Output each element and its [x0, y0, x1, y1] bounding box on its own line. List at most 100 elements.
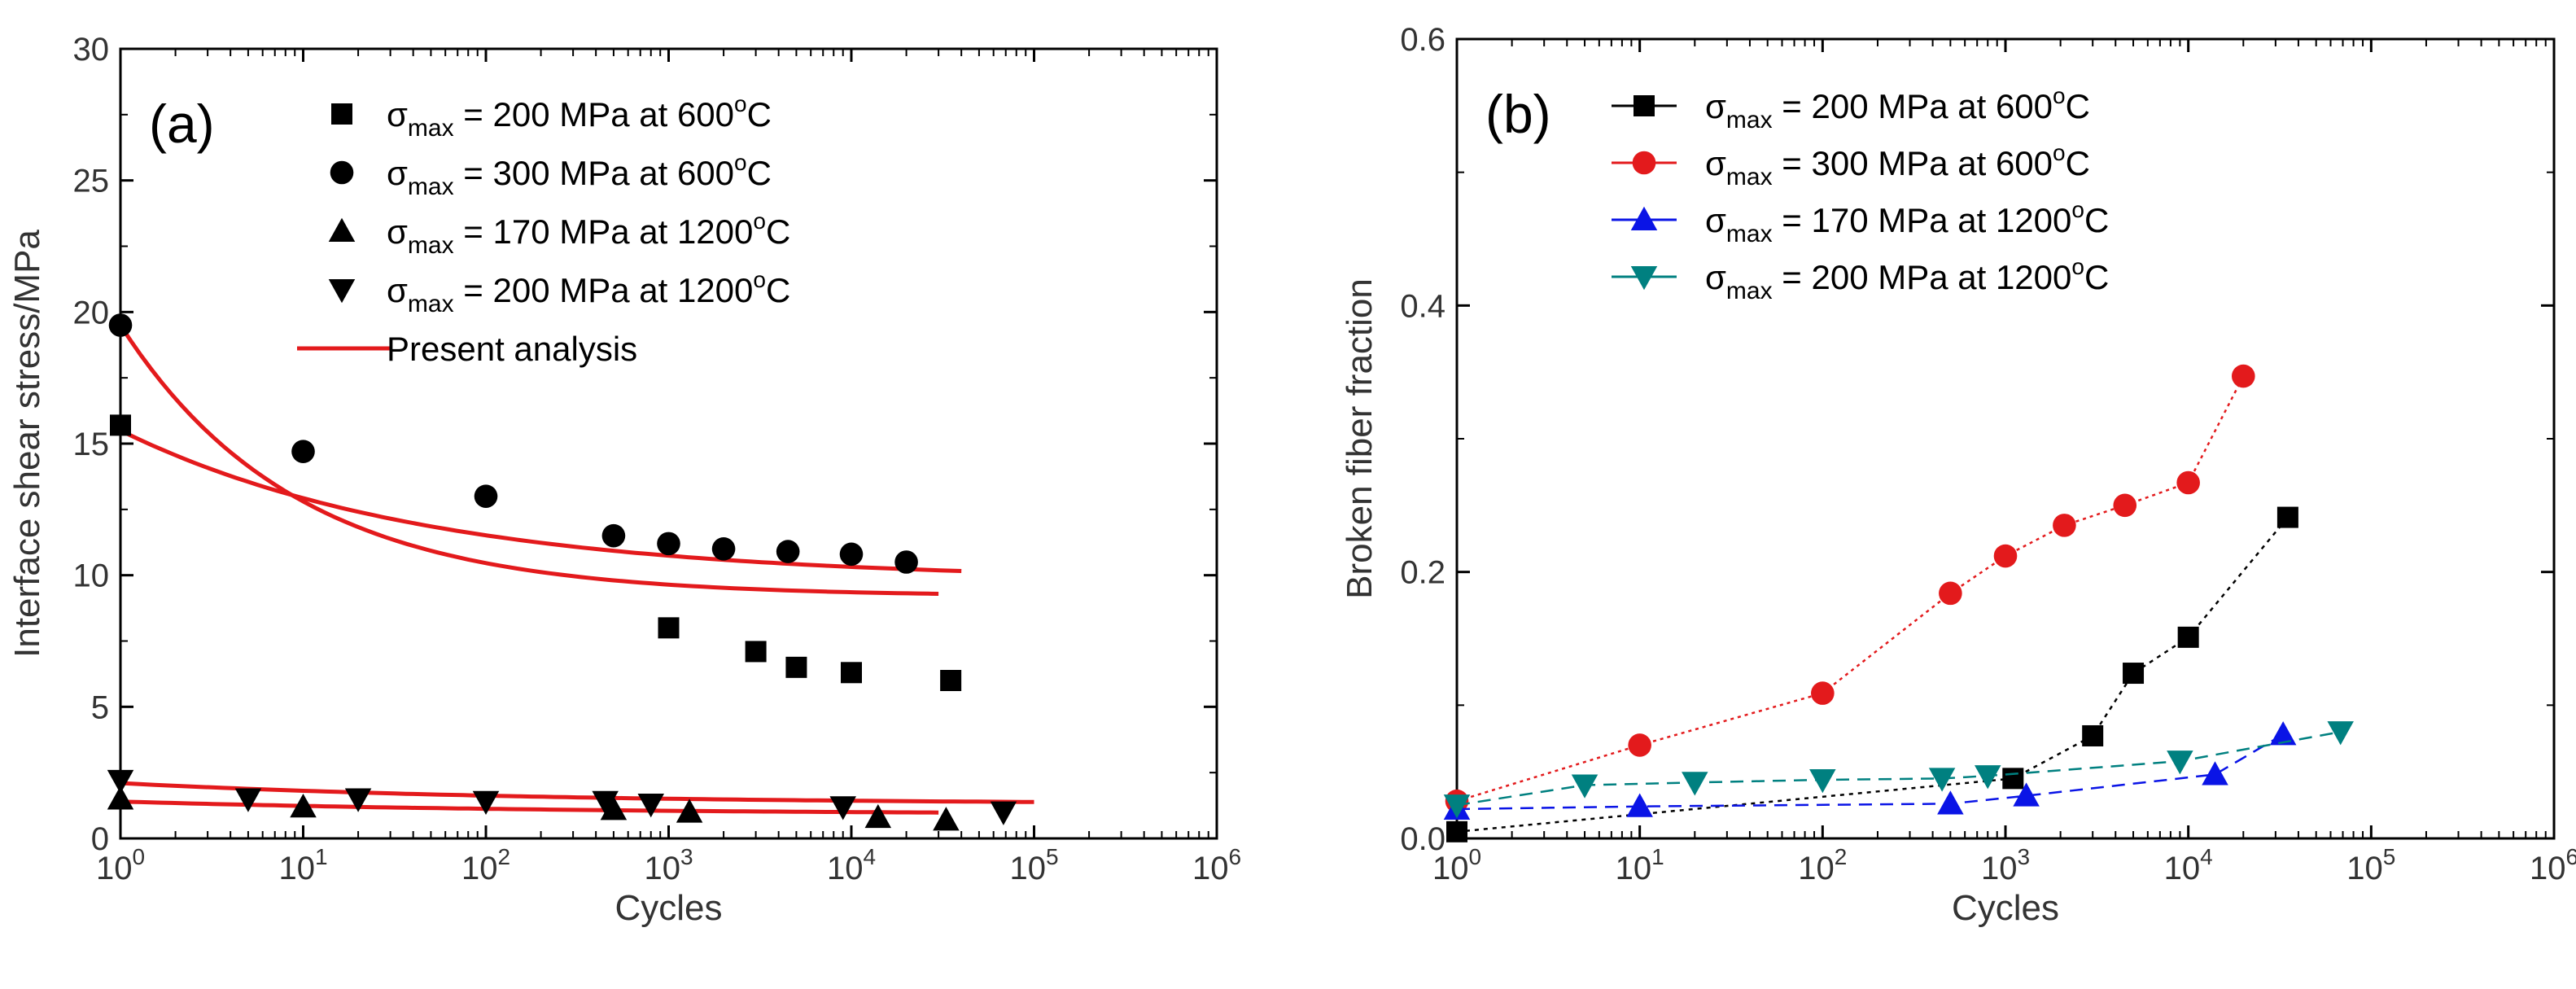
- series-b3: [1443, 721, 2297, 820]
- legend-unit: C: [2084, 201, 2109, 239]
- legend-sigma: σ: [387, 154, 408, 192]
- legend-subscript: max: [408, 232, 454, 259]
- legend-entry: σmax = 200 MPa at 600oC: [387, 91, 772, 142]
- legend-text: = 200 MPa at 1200: [454, 271, 754, 309]
- data-point: [2176, 470, 2200, 495]
- y-tick-label: 15: [73, 427, 110, 462]
- x-tick-base: 10: [461, 851, 498, 886]
- x-tick-exponent: 4: [2200, 844, 2213, 869]
- series-a3: [107, 786, 960, 831]
- legend-unit: C: [2084, 258, 2109, 296]
- legend-marker: [1634, 95, 1655, 116]
- x-tick-base: 10: [1616, 851, 1652, 886]
- legend-sigma: σ: [1705, 201, 1726, 239]
- y-tick-label: 25: [73, 164, 110, 199]
- data-point: [474, 484, 498, 508]
- legend-subscript: max: [1726, 221, 1773, 247]
- data-point: [290, 793, 317, 818]
- legend-entry: σmax = 170 MPa at 1200oC: [1705, 197, 2109, 247]
- data-point: [711, 537, 736, 561]
- legend-marker: [1632, 151, 1656, 175]
- legend-subscript: max: [1726, 164, 1773, 190]
- data-point: [1993, 544, 2018, 568]
- x-tick-base: 10: [1981, 851, 2018, 886]
- data-point: [1928, 768, 1956, 792]
- data-point: [2269, 721, 2297, 746]
- data-point: [2177, 626, 2199, 648]
- x-tick-exponent: 0: [132, 844, 145, 869]
- legend-superscript: o: [2053, 140, 2066, 165]
- series-a4: [107, 769, 1017, 825]
- x-tick-label: 101: [278, 844, 327, 886]
- y-tick-label: 0.0: [1400, 821, 1445, 857]
- x-tick-exponent: 3: [2017, 844, 2030, 869]
- legend-superscript: o: [753, 267, 766, 292]
- x-tick-label: 103: [1981, 844, 2030, 886]
- legend-sigma: σ: [1705, 87, 1726, 125]
- x-tick-base: 10: [644, 851, 680, 886]
- x-tick-base: 10: [2346, 851, 2383, 886]
- x-tick-exponent: 2: [1835, 844, 1848, 869]
- fit-curve-2: [119, 428, 962, 573]
- x-tick-label: 105: [2346, 844, 2395, 886]
- data-point: [107, 769, 134, 794]
- x-tick-base: 10: [827, 851, 864, 886]
- x-tick-base: 10: [1432, 851, 1469, 886]
- x-tick-exponent: 5: [1046, 844, 1059, 869]
- x-tick-label: 106: [1192, 844, 1241, 886]
- data-point: [1443, 794, 1471, 819]
- x-tick-exponent: 6: [2565, 844, 2576, 869]
- x-tick-exponent: 5: [2383, 844, 2396, 869]
- y-axis-label: Broken fiber fraction: [1340, 278, 1380, 599]
- x-tick-label: 102: [461, 844, 510, 886]
- series-line: [1456, 375, 2245, 803]
- x-tick-exponent: 3: [680, 844, 693, 869]
- data-point: [1571, 774, 1599, 799]
- data-point: [2202, 761, 2228, 786]
- x-tick-exponent: 1: [315, 844, 328, 869]
- data-point: [2002, 768, 2024, 790]
- x-tick-exponent: 2: [497, 844, 510, 869]
- series-b4: [1443, 721, 2354, 819]
- panel-label: (b): [1485, 84, 1551, 144]
- y-tick-label: 0.4: [1400, 288, 1445, 324]
- data-point: [776, 540, 800, 563]
- legend-sigma: σ: [1705, 258, 1726, 296]
- y-tick-label: 0.2: [1400, 555, 1445, 591]
- data-point: [839, 542, 864, 567]
- data-point: [2276, 506, 2298, 528]
- data-point: [472, 790, 500, 815]
- data-point: [2013, 782, 2040, 807]
- data-point: [110, 414, 131, 436]
- data-point: [841, 662, 862, 684]
- x-tick-base: 10: [2164, 851, 2201, 886]
- legend-unit: C: [766, 271, 790, 309]
- legend-unit: C: [747, 95, 772, 133]
- data-point: [2327, 721, 2354, 746]
- x-tick-base: 10: [1009, 851, 1046, 886]
- chart-panel-b: 100 101 102 103 104 105 1060.00.20.40.6CyclesB…: [1340, 22, 2576, 928]
- legend-superscript: o: [734, 150, 747, 175]
- data-point: [2053, 514, 2076, 537]
- legend-unit: C: [2066, 144, 2090, 182]
- legend-unit: C: [766, 212, 790, 251]
- y-tick-label: 20: [73, 295, 110, 330]
- x-tick-exponent: 0: [1468, 844, 1481, 869]
- legend-text: = 200 MPa at 600: [1773, 87, 2053, 125]
- fit-curve-1: [118, 324, 939, 596]
- legend-entry: σmax = 200 MPa at 600oC: [1705, 83, 2090, 133]
- panel-label: (a): [149, 94, 215, 154]
- legend-sigma: σ: [387, 95, 408, 133]
- legend-sigma: σ: [387, 271, 408, 309]
- data-point: [2167, 751, 2193, 775]
- legend-subscript: max: [408, 115, 454, 142]
- data-point: [234, 788, 262, 812]
- data-point: [107, 786, 134, 810]
- legend-unit: C: [2066, 87, 2090, 125]
- fit-curve-4: [120, 799, 939, 815]
- data-point: [108, 313, 133, 337]
- x-tick-exponent: 4: [863, 844, 876, 869]
- data-point: [2082, 724, 2104, 746]
- legend-entry: σmax = 200 MPa at 1200oC: [1705, 254, 2109, 304]
